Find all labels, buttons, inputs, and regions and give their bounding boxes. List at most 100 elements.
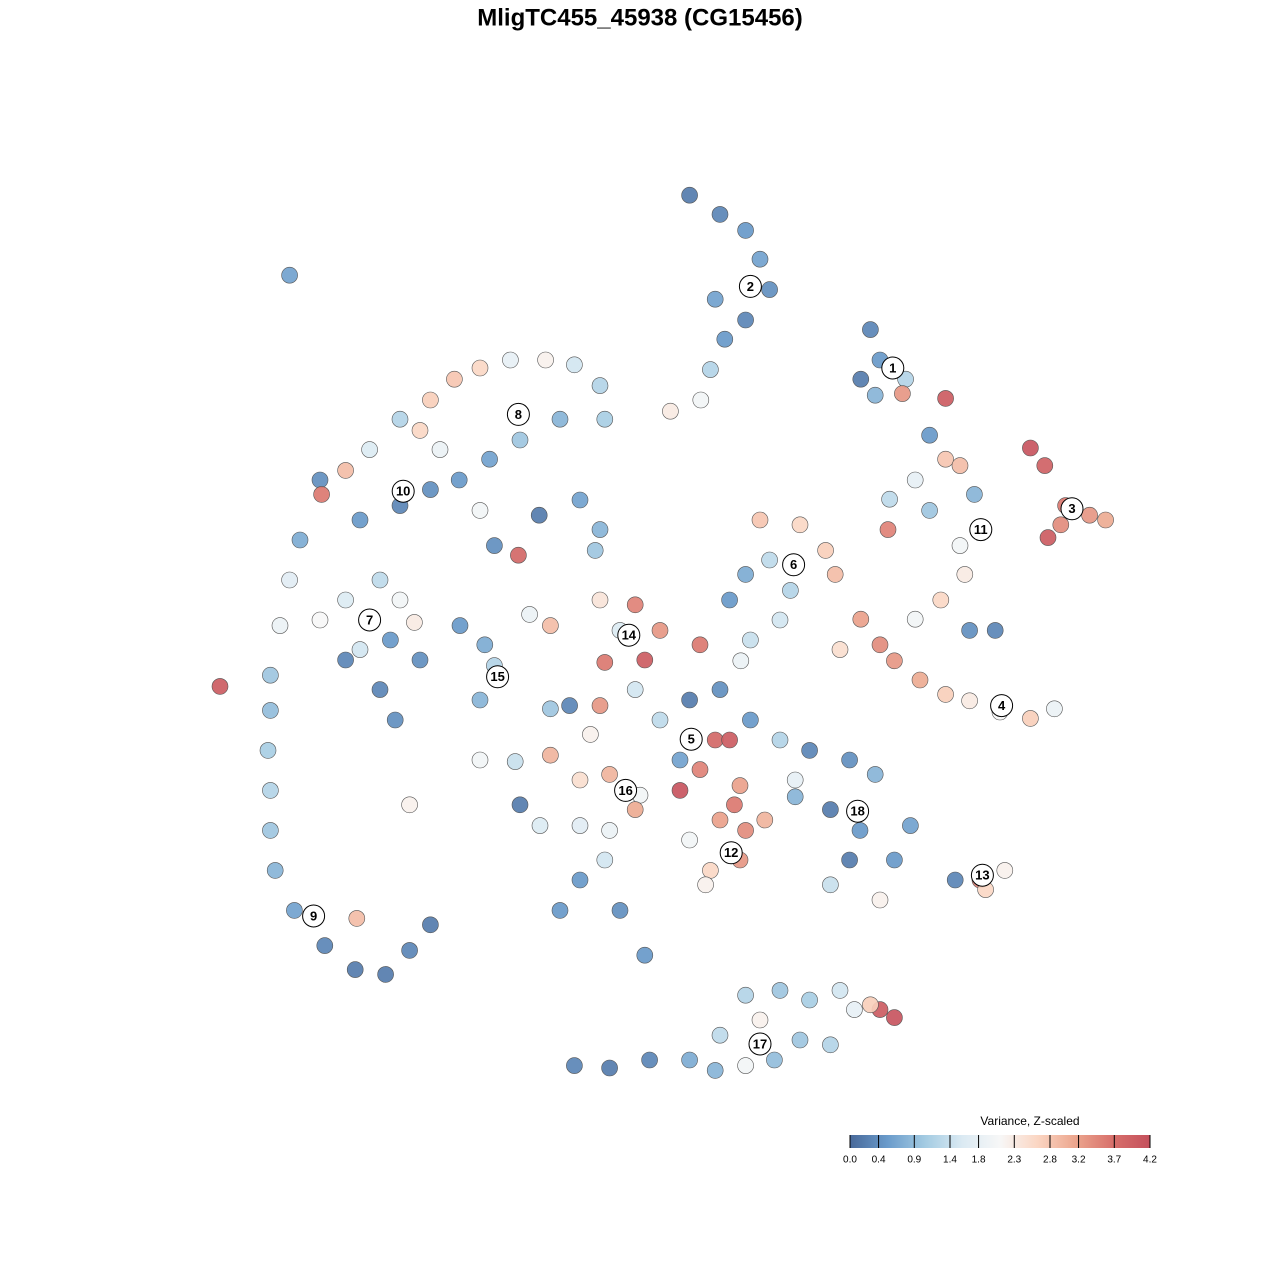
point [551,410,569,428]
colorbar-tick-label: 3.7 [1107,1155,1121,1166]
point [826,566,844,583]
point [852,370,870,388]
point [771,982,789,999]
point [626,596,644,614]
point [566,1057,583,1074]
point [822,801,839,818]
point [881,490,898,508]
point [586,542,604,559]
point [726,796,743,814]
point [582,726,599,743]
colorbar-tick-label: 0.4 [872,1155,886,1166]
chart-title: MligTC455_45938 (CG15456) [477,4,803,31]
point [391,591,409,609]
point [691,636,709,654]
point [721,591,738,609]
point [761,551,778,569]
point [431,441,449,458]
cluster-label: 1 [889,360,896,375]
point [801,742,818,759]
cluster-marker [970,863,994,887]
point [313,486,330,503]
point [346,961,364,978]
point [636,946,654,964]
point [281,571,298,589]
point [542,700,559,718]
point [542,617,559,634]
point [742,711,759,729]
point [311,611,329,629]
point [761,281,778,298]
point [886,1009,903,1026]
cluster-label: 13 [975,868,989,883]
colorbar-tick-label: 3.2 [1072,1155,1086,1166]
point [566,356,583,374]
point [786,788,804,806]
point [737,986,754,1004]
point [551,902,569,919]
cluster-label: 2 [747,279,754,294]
point [1081,506,1098,524]
point [351,511,369,529]
point [571,491,589,509]
point [481,450,498,468]
point [262,822,279,839]
point [422,481,439,498]
cluster-marker [617,623,641,647]
point [1036,457,1054,474]
point [894,385,911,402]
point [271,617,289,634]
point [446,370,463,388]
point [681,831,698,849]
point [259,742,277,759]
point [262,782,279,799]
point [511,431,529,449]
point [711,1026,729,1044]
point [822,1036,839,1054]
point [401,796,418,814]
cluster-marker [990,694,1014,718]
point [471,751,489,769]
cluster-marker [391,479,415,503]
point [486,537,503,554]
point [721,731,738,749]
point [471,691,489,709]
point [771,731,789,749]
point [852,610,870,628]
colorbar-title: Variance, Z-scaled [980,1114,1079,1128]
point [766,1051,783,1069]
point [886,851,903,869]
point [961,692,978,710]
point [311,471,329,489]
point [266,862,284,879]
point [386,711,404,729]
point [1039,529,1057,546]
point [651,622,669,639]
point [862,321,879,338]
cluster-label: 16 [618,783,632,798]
colorbar-tick-label: 4.2 [1143,1155,1157,1166]
point [348,910,366,927]
point [511,796,529,814]
point [951,457,969,474]
point [791,1031,809,1049]
point [737,222,754,239]
point [996,862,1014,879]
point [626,681,644,698]
point [986,622,1004,639]
cluster-label: 4 [998,698,1006,713]
point [406,614,423,631]
colorbar-tick-label: 0.0 [843,1155,857,1166]
cluster-label: 11 [974,522,988,537]
point [791,516,809,534]
point [932,591,950,609]
point [937,390,954,407]
cluster-marker [782,553,806,577]
point [871,636,889,654]
point [946,871,964,889]
point [601,1059,618,1077]
point [911,671,929,689]
point [831,982,849,999]
point [662,402,679,420]
point [351,641,369,658]
